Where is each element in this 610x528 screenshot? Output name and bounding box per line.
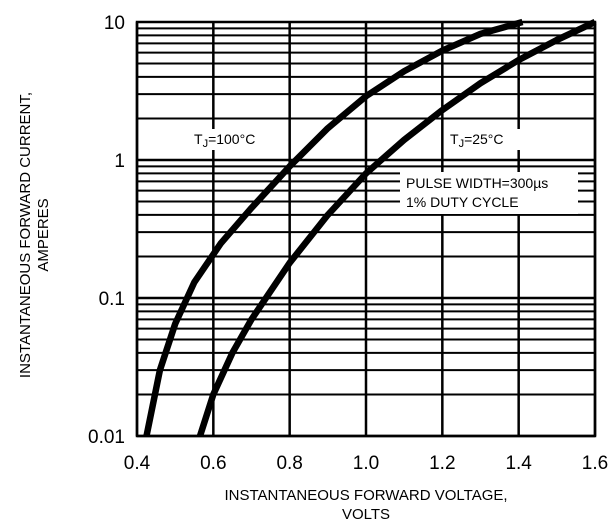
note-pulse-width: PULSE WIDTH=300µs: [406, 175, 548, 191]
y-tick-label: 10: [104, 13, 125, 34]
x-tick-label: 0.4: [124, 453, 151, 474]
y-tick-label: 0.01: [88, 427, 125, 448]
annotation-tj25: TJ=25°C: [446, 129, 522, 150]
x-tick-label: 1.6: [582, 453, 608, 474]
test-conditions-note: PULSE WIDTH=300µs 1% DUTY CYCLE: [400, 172, 578, 214]
x-axis-title-line1: INSTANTANEOUS FORWARD VOLTAGE,: [224, 487, 507, 504]
series-curve-tj25: [196, 19, 597, 437]
y-axis-title-line2: AMPERES: [35, 198, 52, 271]
x-tick-label: 0.8: [276, 453, 302, 474]
y-tick-label: 1: [114, 151, 125, 172]
annotation-tj100: TJ=100°C: [190, 129, 274, 150]
x-tick-label: 1.4: [505, 453, 532, 474]
plot-border: [135, 20, 597, 438]
x-tick-label: 0.6: [200, 453, 226, 474]
x-tick-label: 1.2: [429, 453, 455, 474]
series-label-tj100: TJ=100°C: [194, 131, 255, 150]
note-duty-cycle: 1% DUTY CYCLE: [406, 194, 519, 210]
y-axis-title-line1: INSTANTANEOUS FORWARD CURRENT,: [17, 92, 34, 378]
series-curve-tj100: [143, 18, 524, 437]
x-axis-title-line2: VOLTS: [342, 506, 390, 523]
series-label-tj25: TJ=25°C: [450, 131, 504, 150]
curves: [143, 18, 597, 437]
grid: [135, 22, 597, 438]
tick-labels: 0.4 0.6 0.8 1.0 1.2 1.4 1.6 0.01 0.1 1 10: [88, 13, 608, 474]
y-tick-label: 0.1: [99, 289, 125, 310]
x-tick-label: 1.0: [353, 453, 379, 474]
